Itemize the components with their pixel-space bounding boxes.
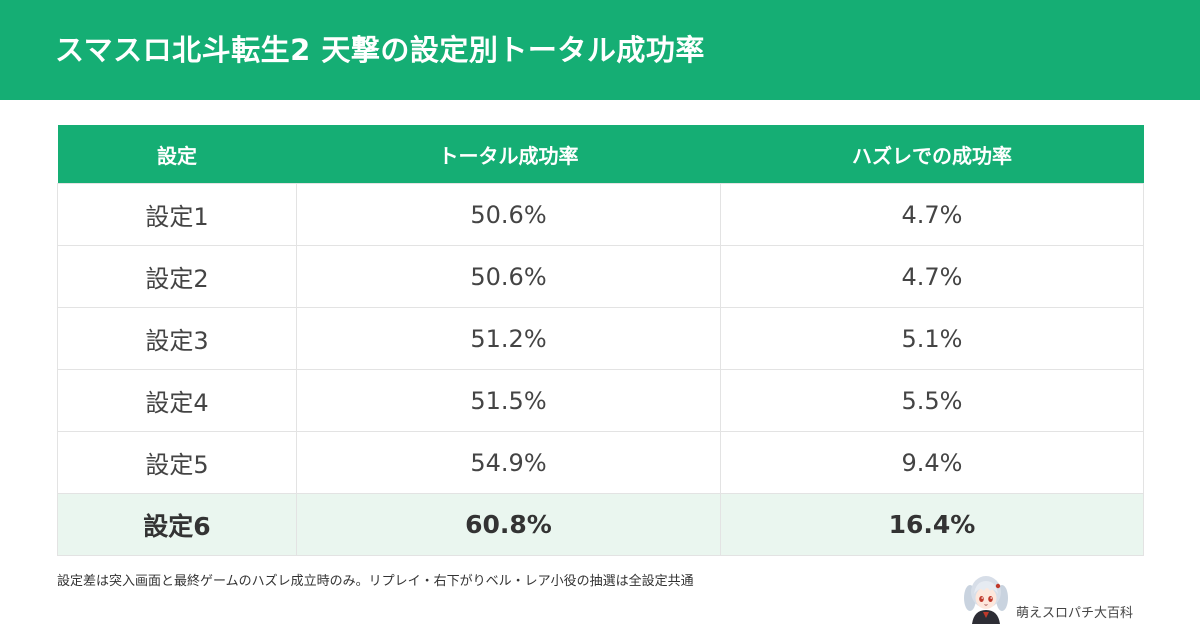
- cell-hazure: 16.4%: [720, 493, 1144, 556]
- cell-hazure: 5.1%: [720, 307, 1144, 370]
- page-header: スマスロ北斗転生2 天撃の設定別トータル成功率: [0, 0, 1200, 100]
- table-row: 設定4 51.5% 5.5%: [57, 369, 1144, 432]
- footnote: 設定差は突入画面と最終ゲームのハズレ成立時のみ。リプレイ・右下がりベル・レア小役…: [57, 574, 694, 589]
- cell-total: 50.6%: [296, 245, 721, 308]
- table-row-highlighted: 設定6 60.8% 16.4%: [57, 493, 1144, 556]
- cell-total: 54.9%: [296, 431, 721, 494]
- cell-setting: 設定3: [57, 307, 297, 370]
- cell-total: 51.5%: [296, 369, 721, 432]
- settings-table: 設定 トータル成功率 ハズレでの成功率 設定1 50.6% 4.7% 設定2 5…: [57, 125, 1144, 556]
- cell-hazure: 5.5%: [720, 369, 1144, 432]
- column-header-total: トータル成功率: [296, 125, 721, 184]
- cell-total: 50.6%: [296, 183, 721, 246]
- cell-total: 51.2%: [296, 307, 721, 370]
- character-avatar-icon: [964, 576, 1008, 624]
- cell-setting: 設定4: [57, 369, 297, 432]
- column-header-hazure: ハズレでの成功率: [720, 125, 1144, 184]
- brand-name: 萌えスロパチ大百科: [1016, 606, 1134, 621]
- cell-hazure: 4.7%: [720, 245, 1144, 308]
- column-header-setting: 設定: [57, 125, 297, 184]
- table-header-row: 設定 トータル成功率 ハズレでの成功率: [57, 125, 1144, 184]
- cell-setting: 設定2: [57, 245, 297, 308]
- table-row: 設定1 50.6% 4.7%: [57, 183, 1144, 246]
- brand: 萌えスロパチ大百科: [962, 572, 1162, 624]
- cell-setting: 設定1: [57, 183, 297, 246]
- cell-setting: 設定5: [57, 431, 297, 494]
- table-row: 設定2 50.6% 4.7%: [57, 245, 1144, 308]
- cell-hazure: 9.4%: [720, 431, 1144, 494]
- cell-setting: 設定6: [57, 493, 297, 556]
- cell-hazure: 4.7%: [720, 183, 1144, 246]
- page-title: スマスロ北斗転生2 天撃の設定別トータル成功率: [55, 33, 705, 67]
- table-row: 設定5 54.9% 9.4%: [57, 431, 1144, 494]
- cell-total: 60.8%: [296, 493, 721, 556]
- table-row: 設定3 51.2% 5.1%: [57, 307, 1144, 370]
